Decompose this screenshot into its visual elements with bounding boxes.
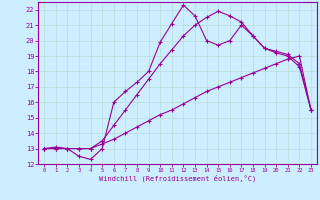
X-axis label: Windchill (Refroidissement éolien,°C): Windchill (Refroidissement éolien,°C) bbox=[99, 175, 256, 182]
